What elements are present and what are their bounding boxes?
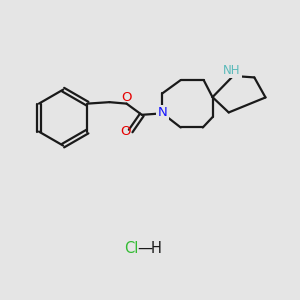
Text: N: N: [158, 106, 167, 119]
Text: O: O: [121, 91, 132, 103]
Text: Cl: Cl: [124, 241, 138, 256]
Text: NH: NH: [223, 64, 240, 77]
Text: H: H: [151, 241, 162, 256]
Text: O: O: [120, 124, 130, 137]
Text: —: —: [137, 241, 152, 256]
